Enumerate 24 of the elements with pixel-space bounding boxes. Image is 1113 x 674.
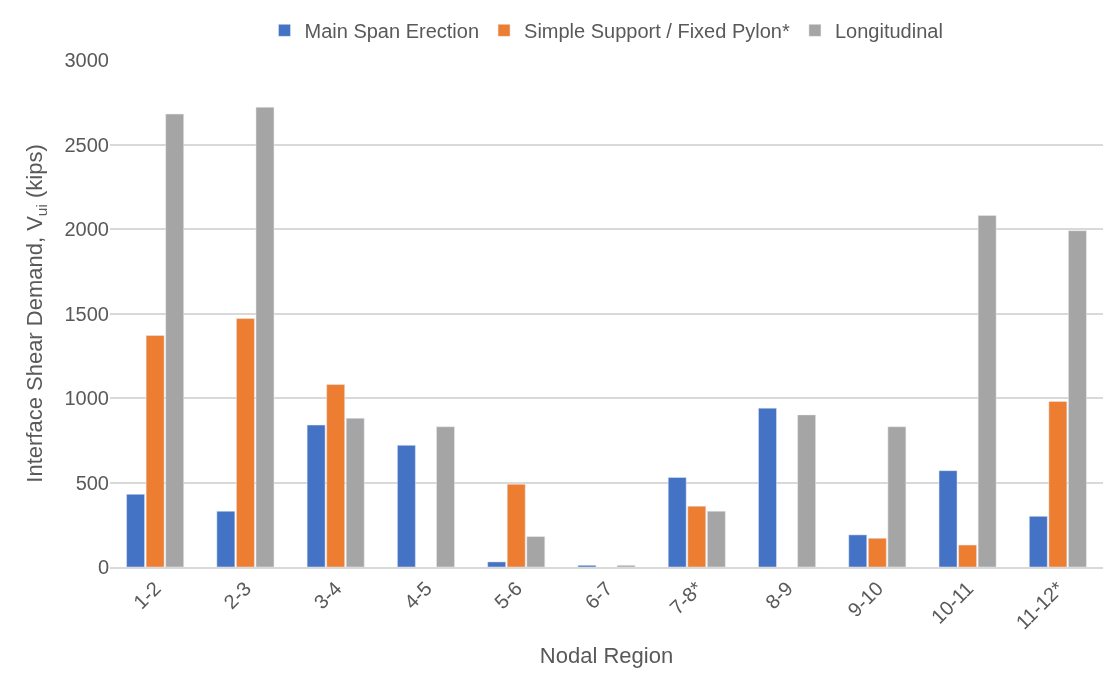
bar bbox=[797, 414, 816, 567]
bar bbox=[397, 445, 416, 567]
legend-label: Longitudinal bbox=[834, 20, 943, 43]
legend-label: Simple Support / Fixed Pylon* bbox=[524, 20, 790, 43]
x-tick-label: 7-8* bbox=[665, 576, 707, 619]
y-tick-label: 0 bbox=[97, 556, 109, 578]
y-tick-label: 3000 bbox=[64, 49, 109, 71]
x-tick-label: 9-10 bbox=[843, 577, 888, 621]
bar bbox=[758, 407, 777, 567]
legend-label: Main Span Erection bbox=[304, 20, 480, 43]
bar bbox=[436, 426, 455, 567]
x-tick-label: 5-6 bbox=[490, 577, 527, 614]
y-tick-label: 1500 bbox=[64, 302, 109, 325]
x-tick-label: 1-2 bbox=[129, 577, 166, 614]
y-tick-label: 1000 bbox=[64, 387, 109, 409]
x-tick-label: 4-5 bbox=[399, 577, 436, 614]
x-tick-label: 8-9 bbox=[760, 577, 797, 614]
x-tick-label: 3-4 bbox=[309, 577, 346, 614]
y-tick-label: 2000 bbox=[64, 218, 109, 240]
x-axis-title: Nodal Region bbox=[539, 642, 674, 668]
y-tick-label: 2500 bbox=[64, 133, 109, 156]
x-tick-label: 2-3 bbox=[219, 577, 256, 614]
y-tick-label: 500 bbox=[75, 471, 109, 494]
x-tick-label: 6-7 bbox=[580, 577, 617, 614]
